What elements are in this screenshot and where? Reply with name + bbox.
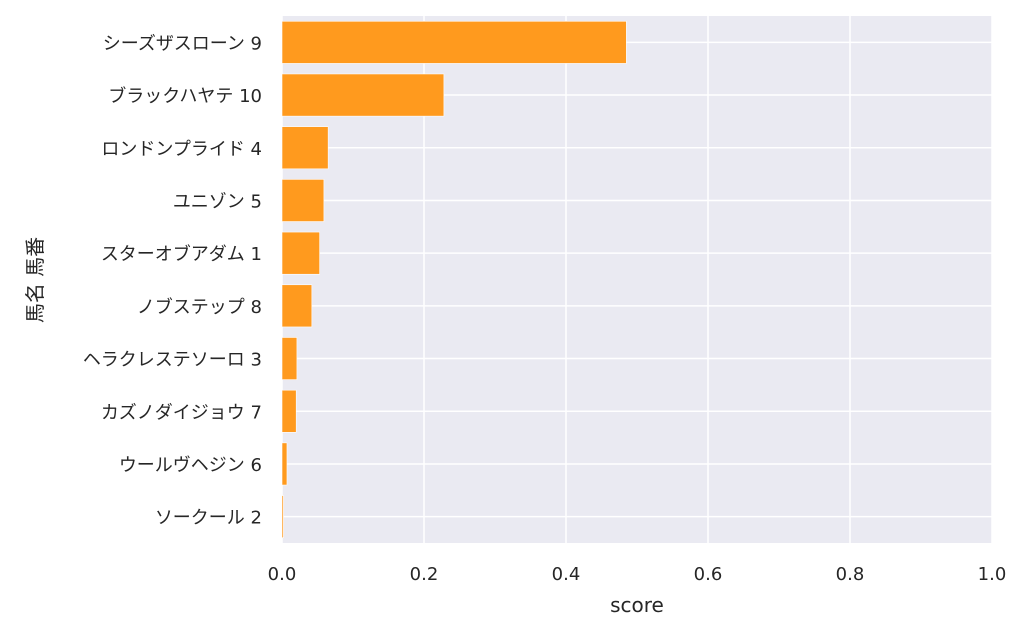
x-tick-label: 0.4: [552, 564, 581, 585]
bar: [281, 73, 445, 117]
y-tick-label: ソークール 2: [155, 508, 262, 529]
bar: [281, 284, 313, 328]
bar: [281, 389, 297, 433]
x-tick-label: 0.6: [694, 564, 723, 585]
bar: [281, 179, 325, 222]
bars: [281, 20, 627, 539]
y-axis-title: 馬名 馬番: [23, 237, 47, 323]
x-tick-label: 0.8: [836, 564, 865, 585]
bar: [281, 231, 320, 275]
x-tick-label: 0.0: [268, 564, 297, 585]
x-tick-label: 0.2: [410, 564, 439, 585]
y-tick-label: スターオブアダム 1: [101, 243, 262, 265]
x-tick-labels: 0.0 0.2 0.4 0.6 0.8 1.0: [268, 564, 1007, 585]
bar: [281, 20, 627, 64]
bar: [281, 442, 288, 486]
y-tick-label: ブラックハヤテ 10: [108, 85, 262, 107]
y-tick-label: カズノダイジョウ 7: [101, 402, 262, 423]
y-tick-label: ヘラクレステソーロ 3: [83, 350, 262, 371]
y-tick-label: シーズザスローン 9: [103, 33, 262, 54]
y-tick-label: ユニゾン 5: [173, 191, 262, 212]
bar: [281, 495, 284, 539]
y-tick-label: ノブステップ 8: [137, 296, 262, 318]
bar: [281, 337, 298, 380]
y-tick-label: ウールヴヘジン 6: [119, 455, 262, 476]
x-axis-title: score: [610, 593, 664, 617]
y-tick-label: ロンドンプライド 4: [101, 139, 262, 160]
x-tick-label: 1.0: [978, 564, 1007, 585]
y-tick-labels: シーズザスローン 9 ブラックハヤテ 10 ロンドンプライド 4 ユニゾン 5 スターオ…: [83, 33, 262, 528]
bar: [281, 126, 329, 170]
